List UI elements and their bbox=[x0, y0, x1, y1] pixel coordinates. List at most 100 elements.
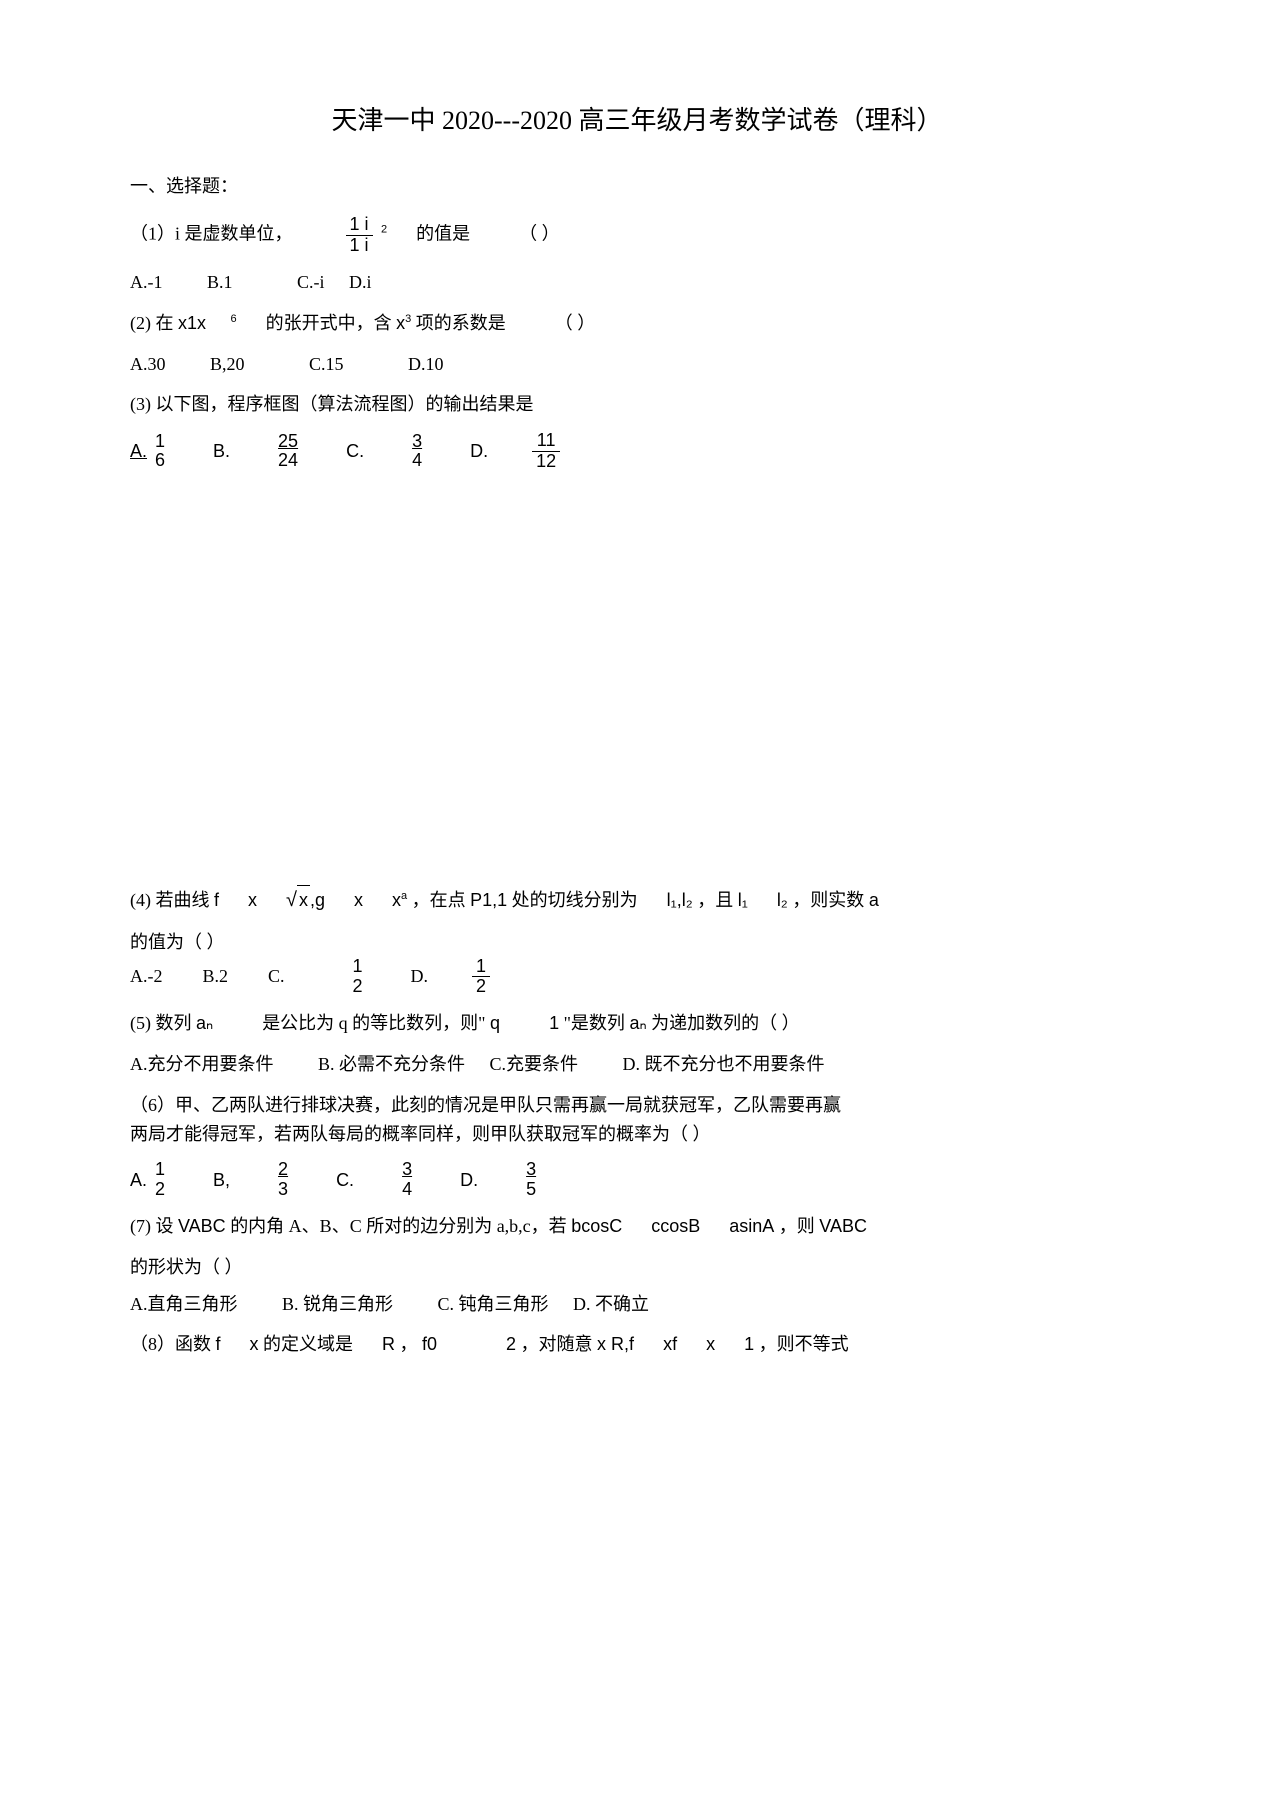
q8-x1: x bbox=[250, 1334, 259, 1354]
q8-xR: x R,f bbox=[597, 1334, 634, 1354]
q1-optC: C.-i bbox=[297, 272, 325, 292]
q1-fraction: 1 i 1 i bbox=[346, 215, 373, 256]
q4-fracC: 1 2 bbox=[349, 957, 367, 997]
q4-options: A.-2 B.2 C. 1 2 D. 1 2 bbox=[130, 957, 1144, 998]
q3-fracD: 11 12 bbox=[532, 431, 560, 472]
question-1: （1）i 是虚数单位， 1 i 1 i 2 的值是 （ ） bbox=[130, 215, 1144, 256]
q6-labB: B, bbox=[213, 1166, 230, 1195]
q3-options: A. 1 6 B. 25 24 C. 3 4 D. 11 12 bbox=[130, 431, 1144, 472]
q7-optA: A.直角三角形 bbox=[130, 1294, 238, 1314]
q3-labC: C. bbox=[346, 437, 364, 466]
q3-labA: A. bbox=[130, 437, 147, 466]
q4-x1: x bbox=[248, 890, 257, 910]
q7-mid1: 的内角 A、B、C 所对的边分别为 a,b,c，若 bbox=[230, 1216, 571, 1236]
q5-q: q bbox=[490, 1013, 500, 1033]
q7-bcosC: bcosC bbox=[571, 1216, 622, 1236]
q8-one: 1 bbox=[744, 1334, 754, 1354]
q4-optB: B.2 bbox=[203, 962, 229, 991]
q8-mid1: 的定义域是 bbox=[263, 1334, 353, 1354]
q3-labB: B. bbox=[213, 437, 230, 466]
q7-asinA: asinA bbox=[729, 1216, 774, 1236]
q8-suffix: ，则不等式 bbox=[759, 1334, 849, 1354]
q8-two: 2 bbox=[506, 1334, 516, 1354]
q1-optD: D.i bbox=[349, 272, 372, 292]
q5-prefix: (5) 数列 bbox=[130, 1013, 196, 1033]
q4-aexp: a bbox=[401, 890, 407, 902]
q2-expr: x1x bbox=[178, 313, 206, 333]
q7-vabc2: VABC bbox=[819, 1216, 867, 1236]
section-header: 一、选择题： bbox=[130, 172, 1144, 201]
q4-prefix: (4) 若曲线 bbox=[130, 890, 214, 910]
q4-line2: 的值为（ ） bbox=[130, 928, 1144, 957]
q2-options: A.30 B,20 C.15 D.10 bbox=[130, 350, 1144, 379]
q5-optC: C.充要条件 bbox=[490, 1054, 579, 1074]
q4-suffix: ，则实数 bbox=[792, 890, 869, 910]
q2-suffix: 项的系数是 bbox=[416, 313, 506, 333]
q7-line2: 的形状为（ ） bbox=[130, 1253, 1144, 1282]
q7-optC: C. 钝角三角形 bbox=[438, 1294, 549, 1314]
q7-optD: D. 不确立 bbox=[573, 1294, 649, 1314]
q5-one: 1 bbox=[549, 1013, 559, 1033]
flowchart-placeholder bbox=[130, 472, 1144, 872]
question-7: (7) 设 VABC 的内角 A、B、C 所对的边分别为 a,b,c，若 bco… bbox=[130, 1212, 1144, 1241]
q2-exp: 6 bbox=[231, 313, 237, 325]
q6-fracA: 1 2 bbox=[151, 1160, 169, 1200]
q2-optA: A.30 bbox=[130, 354, 166, 374]
page-title: 天津一中 2020---2020 高三年级月考数学试卷（理科） bbox=[130, 100, 1144, 142]
q2-paren: （ ） bbox=[555, 313, 596, 333]
question-3: (3) 以下图，程序框图（算法流程图）的输出结果是 bbox=[130, 390, 1144, 419]
q7-vabc1: VABC bbox=[178, 1216, 226, 1236]
q5-mid1: 是公比为 q 的等比数列，则" bbox=[262, 1013, 485, 1033]
q4-f: f bbox=[214, 890, 219, 910]
q8-xf: xf bbox=[663, 1334, 677, 1354]
q6-labD: D. bbox=[460, 1166, 478, 1195]
q5-optB: B. 必需不充分条件 bbox=[318, 1054, 465, 1074]
q2-mid: 的张开式中，含 bbox=[266, 313, 397, 333]
q1-prefix: （1）i 是虚数单位， bbox=[130, 224, 293, 244]
q6-labC: C. bbox=[336, 1166, 354, 1195]
q4-p11: P1,1 bbox=[470, 890, 507, 910]
q3-text: (3) 以下图，程序框图（算法流程图）的输出结果是 bbox=[130, 394, 534, 414]
q4-fracD: 1 2 bbox=[472, 957, 490, 998]
q5-an1: aₙ bbox=[196, 1013, 213, 1033]
q5-suffix: 为递加数列的（ ） bbox=[651, 1013, 800, 1033]
question-6: （6）甲、乙两队进行排球决赛，此刻的情况是甲队只需再赢一局就获冠军，乙队需要再赢… bbox=[130, 1091, 1144, 1149]
q7-prefix: (7) 设 bbox=[130, 1216, 178, 1236]
q4-optA: A.-2 bbox=[130, 962, 163, 991]
q2-x3: x bbox=[396, 313, 405, 333]
q2-optD: D.10 bbox=[408, 354, 444, 374]
q5-optA: A.充分不用要条件 bbox=[130, 1054, 274, 1074]
q4-l12: l₁,l₂ bbox=[667, 890, 693, 910]
q1-optB: B.1 bbox=[207, 272, 233, 292]
q2-prefix: (2) 在 bbox=[130, 313, 178, 333]
q7-options: A.直角三角形 B. 锐角三角形 C. 钝角三角形 D. 不确立 bbox=[130, 1290, 1144, 1319]
q1-suffix: 的值是 bbox=[416, 224, 470, 244]
q2-optC: C.15 bbox=[309, 354, 344, 374]
q5-mid2: "是数列 bbox=[564, 1013, 630, 1033]
q8-comma: ， bbox=[400, 1334, 418, 1354]
q6-fracB: 2 3 bbox=[274, 1160, 292, 1200]
q3-fracB: 25 24 bbox=[274, 432, 302, 472]
q7-suffix: ，则 bbox=[779, 1216, 820, 1236]
q6-line2: 两局才能得冠军，若两队每局的概率同样，则甲队获取冠军的概率为（ ） bbox=[130, 1120, 1144, 1149]
q8-f0: f0 bbox=[422, 1334, 437, 1354]
q5-optD: D. 既不充分也不用要条件 bbox=[623, 1054, 825, 1074]
q6-fracC: 3 4 bbox=[398, 1160, 416, 1200]
q4-sqrt: x bbox=[286, 884, 310, 916]
q4-l2: l₂ bbox=[777, 890, 788, 910]
q3-fracA: 1 6 bbox=[151, 432, 169, 472]
q8-mid2: ，对随意 bbox=[521, 1334, 598, 1354]
q4-optD: D. bbox=[411, 962, 429, 991]
q8-prefix: （8）函数 bbox=[130, 1334, 216, 1354]
q7-ccosB: ccosB bbox=[651, 1216, 700, 1236]
q6-options: A. 1 2 B, 2 3 C. 3 4 D. 3 5 bbox=[130, 1160, 1144, 1200]
q5-an2: aₙ bbox=[629, 1013, 646, 1033]
q2-x3exp: 3 bbox=[405, 313, 411, 325]
q3-fracC: 3 4 bbox=[408, 432, 426, 472]
q4-optC: C. bbox=[268, 962, 285, 991]
q1-exp: 2 bbox=[381, 224, 387, 236]
question-2: (2) 在 x1x 6 的张开式中，含 x3 项的系数是 （ ） bbox=[130, 309, 1144, 338]
q8-x2: x bbox=[706, 1334, 715, 1354]
q6-labA: A. bbox=[130, 1166, 147, 1195]
q4-mid1: ，在点 bbox=[412, 890, 471, 910]
